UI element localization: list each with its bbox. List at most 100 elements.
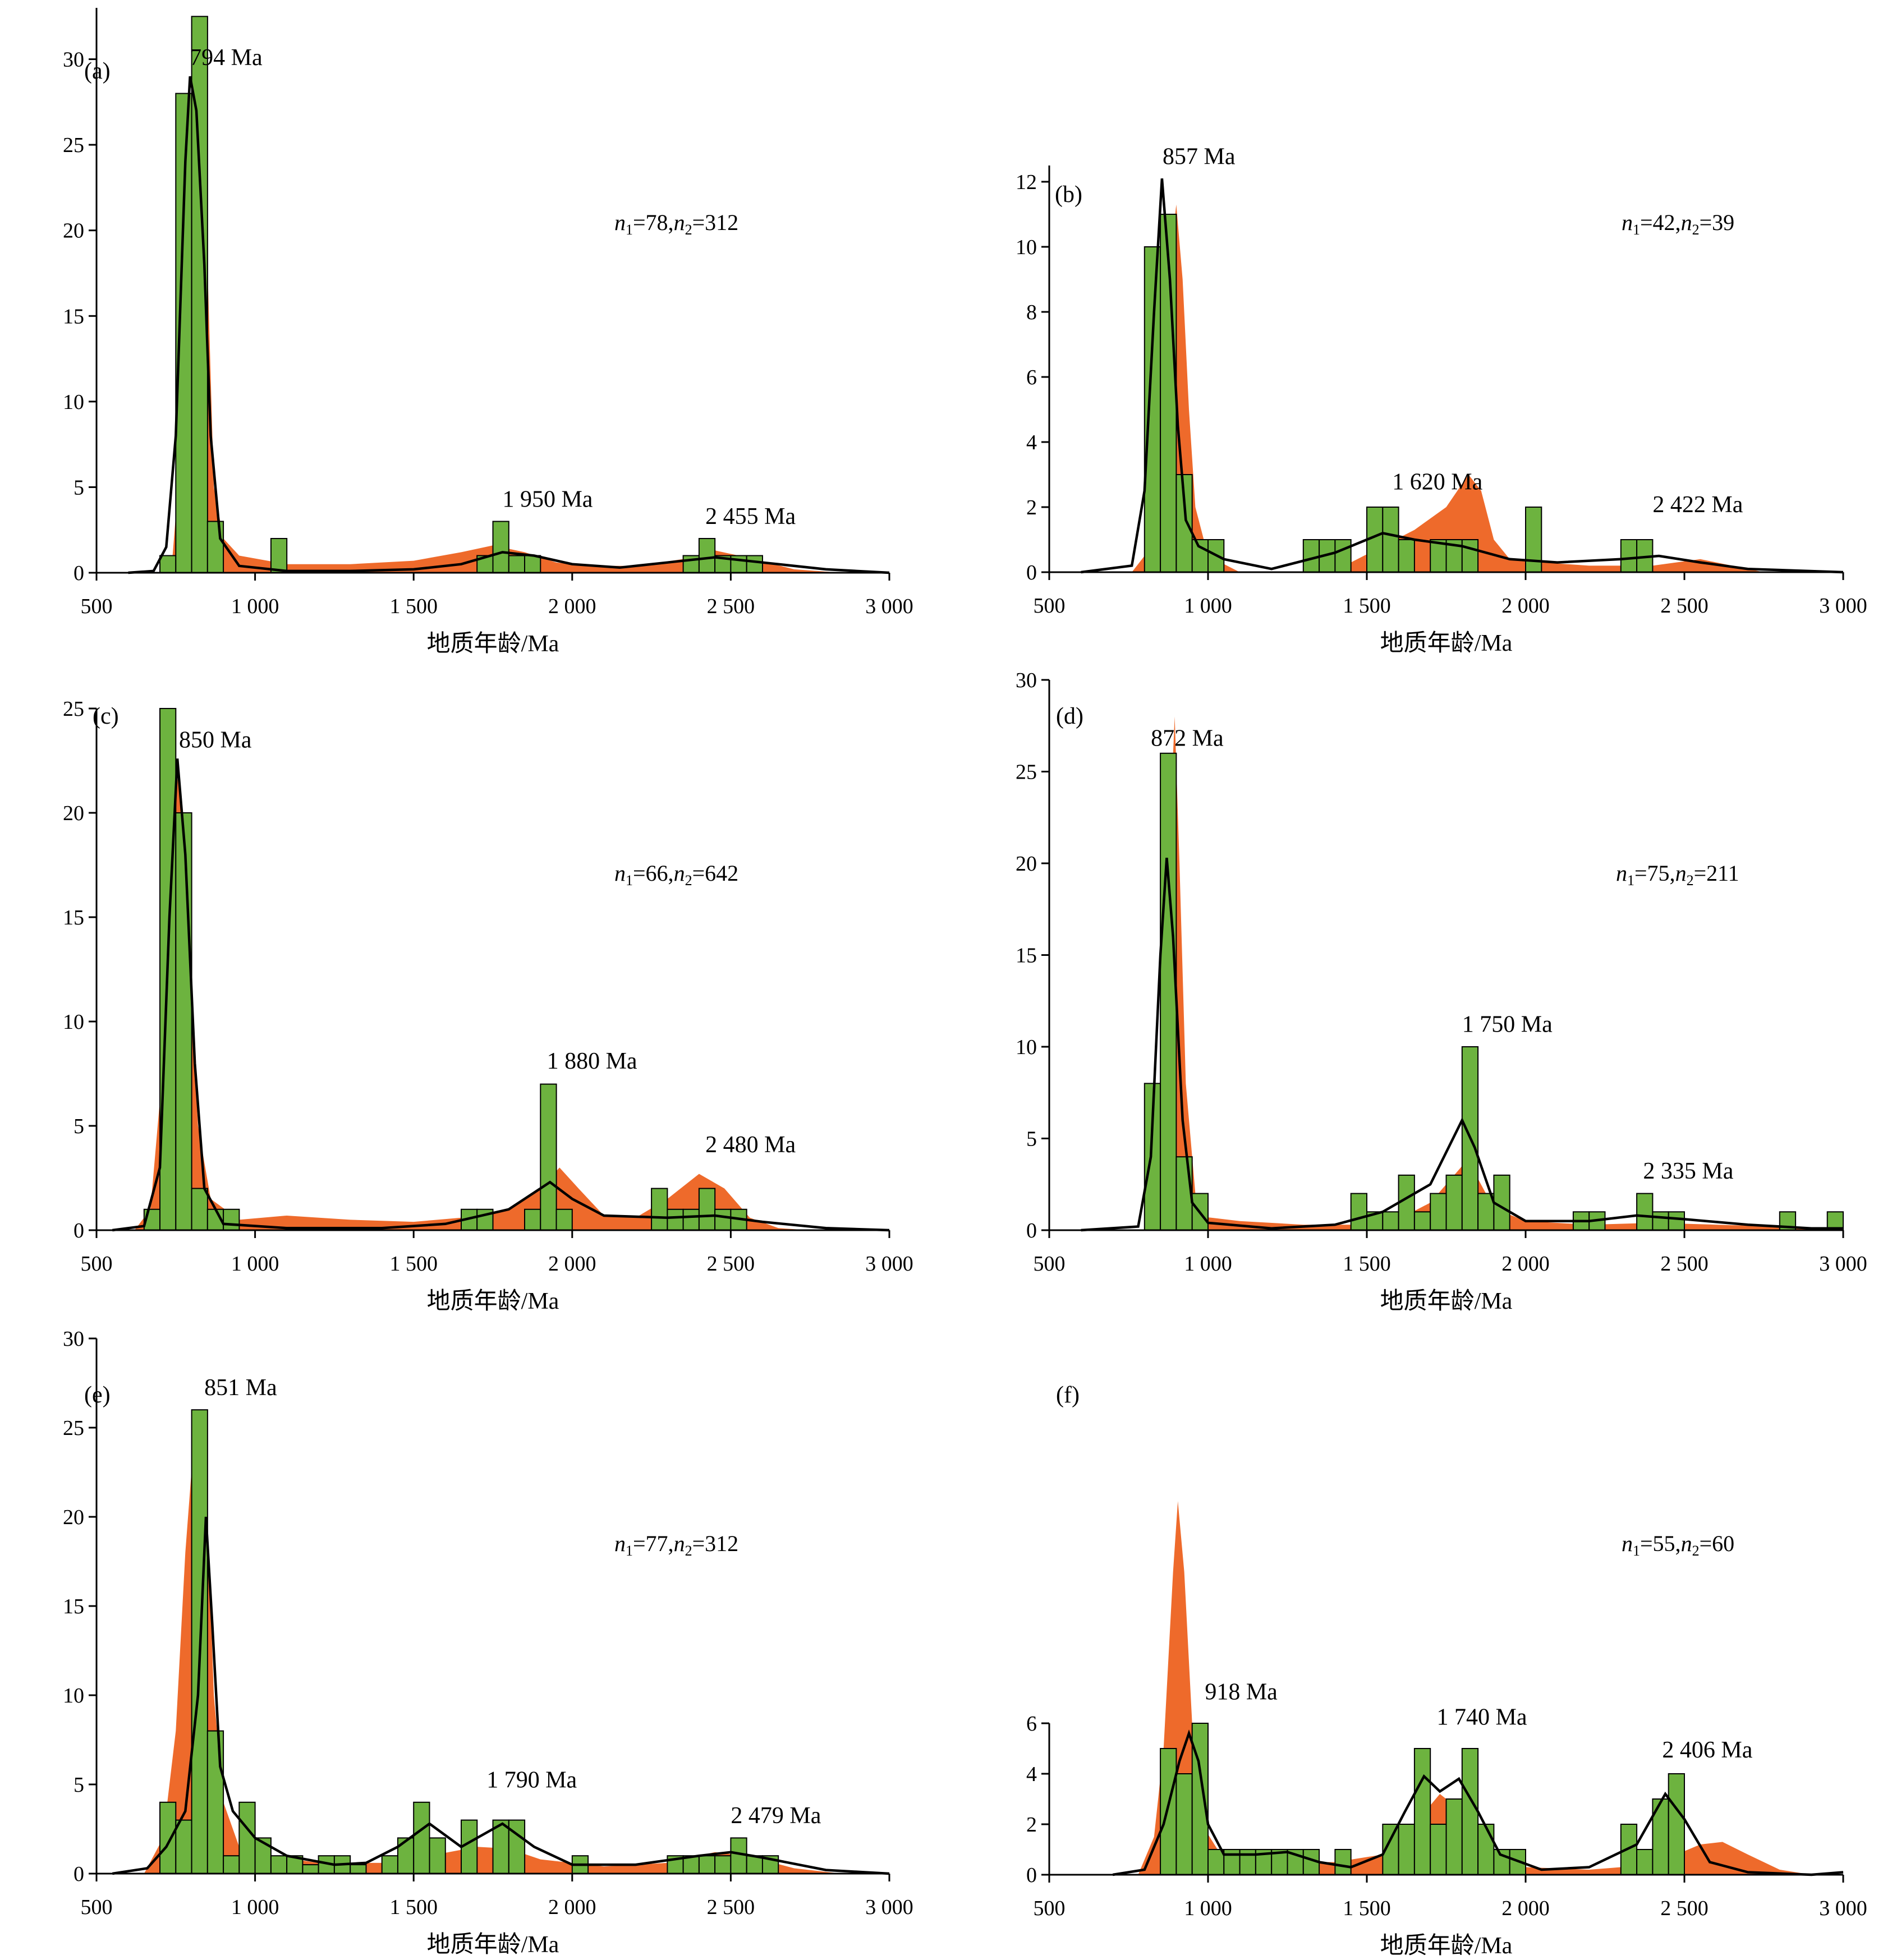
y-tick-label: 0 [74, 1862, 84, 1886]
histogram-bar [1191, 539, 1209, 573]
histogram-bar [1668, 1211, 1685, 1231]
y-tick-label: 10 [63, 1010, 84, 1034]
histogram-bar [1175, 1156, 1193, 1231]
histogram-bar [1160, 752, 1177, 1231]
histogram-bar [1334, 1849, 1352, 1875]
probability-curve [112, 758, 890, 1232]
x-axis-label: 地质年龄/Ma [427, 1931, 559, 1958]
kde-orange-area [1132, 204, 1764, 573]
peak-label: 2 479 Ma [731, 1803, 821, 1829]
y-tick-label: 2 [1026, 496, 1037, 519]
y-tick-label: 5 [74, 1115, 84, 1138]
y-tick-label: 20 [1016, 852, 1037, 876]
y-tick-label: 8 [1026, 301, 1037, 324]
panel-c: 500 1 000 1 500 2 000 2 500 3 000 0 5 10 15 20 25 地质… [63, 697, 913, 1314]
histogram-bar [540, 1083, 557, 1231]
peak-label: 850 Ma [179, 727, 252, 753]
x-tick-label: 3 000 [865, 1252, 913, 1276]
histogram-bar [698, 1188, 716, 1231]
x-tick-label: 1 000 [231, 1895, 279, 1919]
x-axis-label: 地质年龄/Ma [1380, 1288, 1513, 1314]
histogram-bar [746, 1855, 763, 1874]
histogram-bar [1160, 1748, 1177, 1875]
histogram-bar [1445, 1798, 1463, 1875]
histogram-bar [191, 1188, 208, 1231]
x-tick-label: 2 000 [1501, 1252, 1550, 1276]
panel-e: 500 1 000 1 500 2 000 2 500 3 000 0 5 10 15 20 25 30… [63, 1327, 913, 1958]
x-tick-label: 1 000 [1184, 1897, 1232, 1920]
y-tick-label: 5 [74, 1773, 84, 1797]
x-tick-label: 2 000 [548, 1895, 596, 1919]
x-tick-label: 1 000 [1184, 1252, 1232, 1276]
panel-label: (e) [84, 1382, 111, 1408]
histogram-bar [1413, 1211, 1431, 1231]
x-tick-label: 1 500 [1343, 594, 1391, 618]
y-tick-label: 5 [1026, 1128, 1037, 1151]
histogram-bar [714, 1855, 732, 1874]
histogram-bar [1477, 1824, 1495, 1875]
peak-label: 2 335 Ma [1643, 1158, 1733, 1184]
probability-curve [112, 1516, 890, 1875]
y-tick-label: 25 [63, 697, 84, 721]
histogram-bar [1175, 1773, 1193, 1875]
histogram-bar [1382, 507, 1399, 573]
peak-label: 2 455 Ma [705, 504, 796, 530]
histogram-bar [270, 1855, 288, 1874]
x-tick-label: 2 500 [707, 1252, 755, 1276]
peak-label: 1 880 Ma [547, 1048, 637, 1074]
kde-orange-area [134, 771, 810, 1230]
histogram-bar [223, 1855, 240, 1874]
histogram-bar [429, 1837, 446, 1874]
y-tick-label: 0 [1026, 561, 1037, 585]
histogram-bar [730, 1837, 747, 1874]
histogram-bar [1636, 1193, 1654, 1231]
x-tick-label: 2 500 [1660, 1252, 1709, 1276]
sample-count-label: n1=42,n2=39 [1622, 210, 1734, 238]
panel-label: (f) [1056, 1382, 1080, 1408]
histogram-bar [1493, 1174, 1510, 1231]
y-tick-label: 20 [63, 1506, 84, 1529]
histogram-bar [1430, 1193, 1447, 1231]
histogram-bar [1668, 1773, 1685, 1875]
histogram-bar [191, 1409, 208, 1874]
histogram-bar [397, 1837, 415, 1874]
y-tick-label: 20 [63, 802, 84, 825]
histogram-bar [682, 1208, 700, 1231]
histogram-bar [492, 1819, 509, 1875]
peak-label: 794 Ma [190, 45, 263, 71]
histogram-bar [223, 1208, 240, 1231]
peak-label: 1 950 Ma [502, 486, 593, 512]
y-tick-label: 12 [1016, 171, 1037, 194]
histogram-bar [381, 1855, 399, 1874]
panel-b: 500 1 000 1 500 2 000 2 500 3 000 0 2 4 6 8 10 12 地质年… [1016, 144, 1867, 656]
histogram-bar [492, 521, 509, 573]
x-tick-label: 3 000 [1819, 1897, 1867, 1920]
histogram-bar [1398, 539, 1415, 573]
y-tick-label: 25 [63, 134, 84, 157]
panel-label: (a) [84, 58, 111, 84]
y-tick-label: 15 [63, 305, 84, 328]
sample-count-label: n1=66,n2=642 [614, 861, 738, 889]
peak-label: 1 750 Ma [1462, 1011, 1553, 1037]
histogram-bar [1382, 1211, 1399, 1231]
peak-label: 1 620 Ma [1392, 469, 1482, 495]
x-tick-label: 2 500 [1660, 594, 1709, 618]
histogram-bar [1430, 1824, 1447, 1875]
histogram-bar [508, 1819, 526, 1875]
histogram-bar [302, 1864, 319, 1875]
sample-count-label: n1=55,n2=60 [1622, 1531, 1734, 1559]
y-tick-label: 10 [1016, 1036, 1037, 1059]
histogram-bar [206, 521, 224, 573]
x-axis-label: 地质年龄/Ma [427, 1288, 559, 1314]
y-tick-label: 10 [1016, 236, 1037, 259]
peak-label: 2 480 Ma [705, 1132, 796, 1158]
y-tick-label: 6 [1026, 1712, 1037, 1736]
x-tick-label: 1 500 [389, 1252, 438, 1276]
panel-label: (b) [1055, 182, 1082, 208]
panel-a: 500 1 000 1 500 2 000 2 500 3 000 0 5 10 15 20 25 30… [63, 8, 913, 657]
x-tick-label: 500 [1034, 1252, 1066, 1276]
y-tick-label: 25 [1016, 761, 1037, 784]
histogram-bar [159, 1801, 177, 1875]
y-tick-label: 4 [1026, 431, 1037, 454]
histogram-bar [254, 1837, 272, 1874]
